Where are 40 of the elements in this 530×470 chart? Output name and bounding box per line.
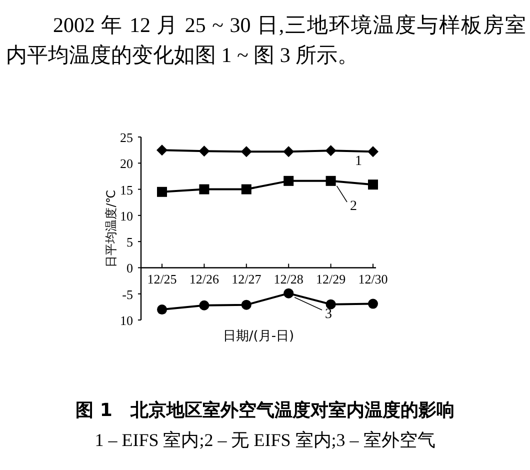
point (199, 300, 210, 310)
point (157, 304, 167, 315)
x-tick-label: 12/25 (147, 272, 177, 287)
y-tick-label: 20 (120, 156, 133, 172)
y-tick-label: 0 (126, 260, 133, 276)
x-tick-label: 12/26 (189, 272, 220, 287)
y-axis-title: 日平均温度/℃ (104, 190, 118, 268)
point (157, 186, 167, 197)
series-label: 1 (355, 154, 362, 169)
point (368, 298, 378, 309)
x-tick-label: 12/30 (358, 272, 388, 287)
x-axis-title: 日期/(月-日) (222, 329, 294, 344)
point (198, 146, 210, 157)
point (284, 288, 294, 298)
point (284, 176, 294, 186)
x-tick-label: 12/29 (316, 272, 346, 287)
point (156, 144, 168, 156)
text: 图 1 北京地区室外空气温度对室内温度的影响 (74, 399, 456, 422)
y-tick-label: -5 (122, 286, 133, 302)
point (325, 145, 336, 156)
x-tick-label: 12/27 (232, 272, 262, 287)
x-tick-label: 12/28 (274, 272, 304, 287)
point (199, 184, 210, 194)
point (240, 146, 252, 158)
legend-label: 2 (350, 199, 357, 214)
point (283, 146, 294, 158)
text: 1 – EIFS 室内;2 – 无 EIFS 室内;3 – 室外空气 (94, 429, 436, 452)
series-label: 3 (325, 307, 332, 322)
y-tick-label: 10 (120, 313, 133, 328)
point (326, 176, 336, 186)
point (368, 180, 378, 190)
point (368, 146, 378, 158)
y-tick-label: 15 (120, 182, 133, 198)
y-tick-label: 25 (120, 130, 133, 145)
y-tick-label: 10 (120, 208, 133, 224)
point (241, 184, 252, 194)
y-tick-label: 5 (126, 234, 133, 250)
point (326, 299, 336, 310)
point (241, 300, 252, 310)
text: 2002 年 12 月 25 ~ 30 日,三地环境温度与样板房室内平均温度的变化如图 1 ~ 图 3 所示。 (6, 12, 526, 69)
